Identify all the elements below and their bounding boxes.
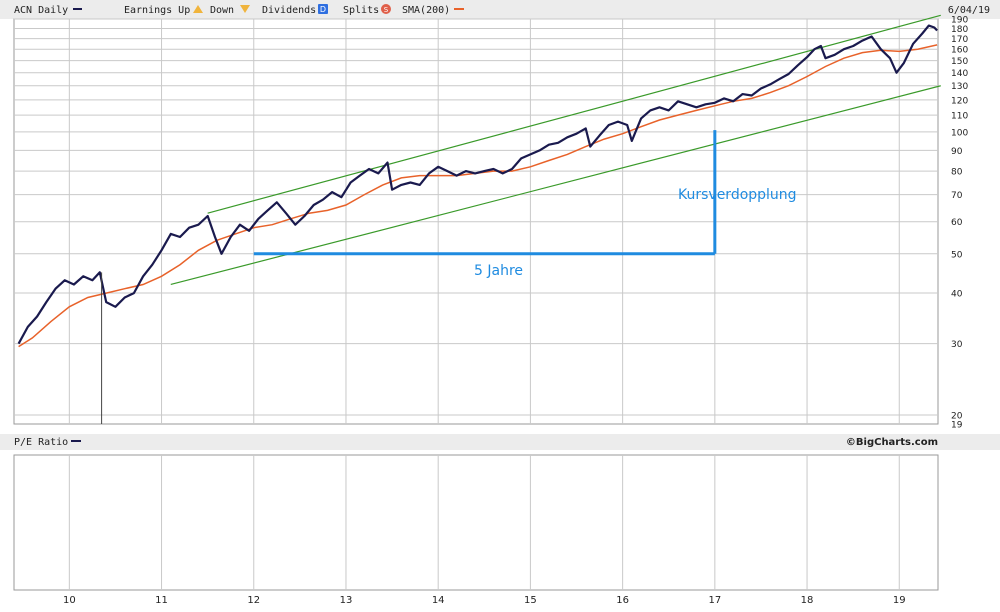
pe-plot-frame [13,454,939,591]
y-tick-label: 20 [951,411,963,421]
y-tick-label: 80 [951,168,963,178]
dividends-label: Dividends [262,5,316,16]
grid-lines [14,18,938,424]
x-tick-label: 19 [893,595,906,606]
split-icon [381,4,391,14]
y-tick-label: 50 [951,250,963,260]
earnings-up-label: Earnings Up [124,5,190,16]
pe-legend-swatch [71,440,81,442]
dividend-badge: D [320,5,326,14]
y-tick-label: 70 [951,191,963,201]
duration-annotation: 5 Jahre [474,263,523,279]
y-tick-label: 19 [951,421,963,431]
x-tick-label: 18 [801,595,814,606]
x-tick-label: 13 [340,595,353,606]
dividend-icon [318,4,328,14]
price-series [17,24,938,424]
x-tick-label: 16 [616,595,629,606]
pe-grid-lines [68,455,900,590]
header-bar [0,0,1000,19]
y-tick-label: 120 [951,96,968,106]
sma-legend-swatch [454,8,464,10]
earnings-down-icon [240,5,250,13]
price-line [17,24,938,345]
y-tick-label: 90 [951,147,963,157]
annotations: Kursverdopplung 5 Jahre [253,130,797,279]
x-tick-label: 14 [432,595,445,606]
y-tick-label: 150 [951,57,968,67]
sma-label: SMA(200) [402,5,450,16]
y-tick-label: 140 [951,69,968,79]
earnings-up-icon [193,5,203,13]
ticker-label: ACN Daily [14,5,68,16]
y-tick-label: 180 [951,25,968,35]
x-tick-label: 10 [63,595,76,606]
channel-line-lower [170,85,941,286]
y-tick-label: 40 [951,290,963,300]
doubling-annotation: Kursverdopplung [678,187,797,203]
price-legend-swatch [73,8,82,10]
y-tick-label: 190 [951,16,968,26]
y-tick-label: 100 [951,128,968,138]
x-tick-label: 11 [155,595,168,606]
y-tick-label: 160 [951,46,968,56]
x-tick-label: 17 [708,595,721,606]
y-tick-label: 30 [951,340,963,350]
y-tick-label: 170 [951,35,968,45]
y-tick-label: 130 [951,82,968,92]
y-tick-label: 110 [951,112,968,122]
x-tick-label: 15 [524,595,537,606]
earnings-down-label: Down [210,5,234,16]
x-tick-label: 12 [247,595,260,606]
pe-label: P/E Ratio [14,437,68,448]
y-tick-label: 60 [951,218,963,228]
header-date: 6/04/19 [948,5,990,16]
pe-header-bar [0,434,1000,450]
y-axis-ticks: 1920304050607080901001101201301401501601… [951,16,968,431]
credit-label: ©BigCharts.com [846,437,938,448]
x-axis-ticks: 10 11 12 13 14 15 16 17 18 19 [63,595,906,606]
splits-label: Splits [343,5,379,16]
split-badge: S [384,6,389,14]
